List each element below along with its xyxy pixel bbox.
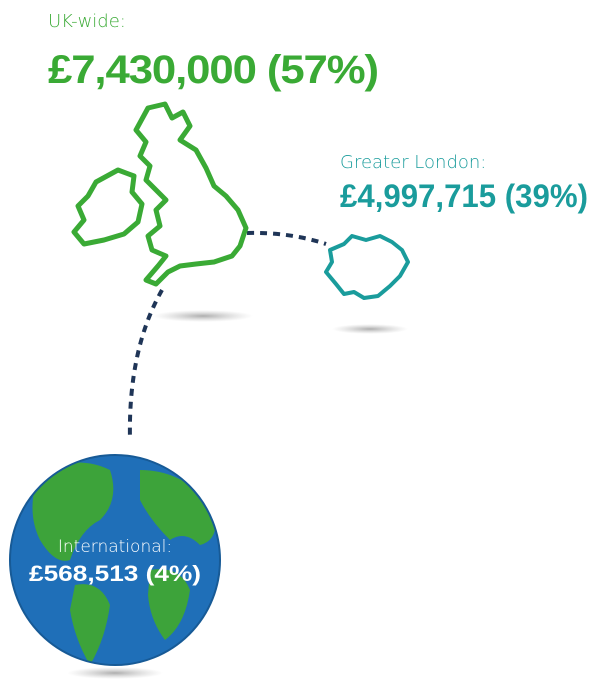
shadow	[153, 310, 253, 322]
shadow	[67, 667, 163, 679]
region-label: UK-wide:	[48, 11, 126, 32]
region-amount: £4,997,715 (39%)	[340, 178, 588, 214]
region-label: International:	[58, 537, 172, 557]
region-amount: £7,430,000 (57%)	[48, 48, 378, 92]
region-label: Greater London:	[340, 152, 486, 173]
london-map	[324, 234, 410, 300]
connector	[246, 230, 327, 246]
uk-map	[133, 101, 249, 287]
shadow	[332, 324, 408, 334]
globe-edge	[9, 454, 221, 666]
ireland-map	[71, 167, 145, 247]
continents	[10, 462, 216, 665]
connector	[127, 289, 164, 441]
region-amount: £568,513 (4%)	[29, 561, 201, 586]
